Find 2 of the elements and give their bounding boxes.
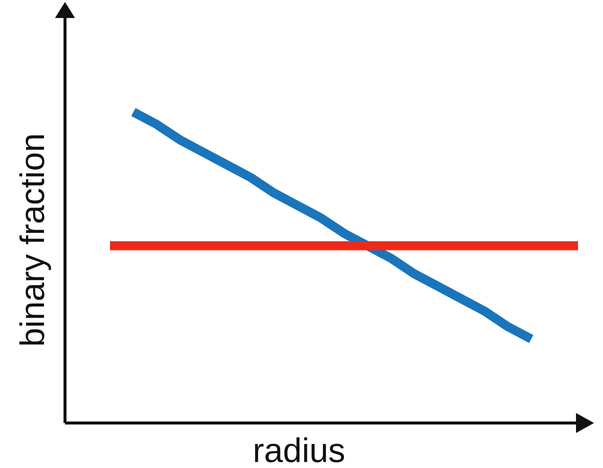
y-axis-title: binary fraction [14, 133, 52, 347]
x-axis-title: radius [252, 432, 346, 468]
